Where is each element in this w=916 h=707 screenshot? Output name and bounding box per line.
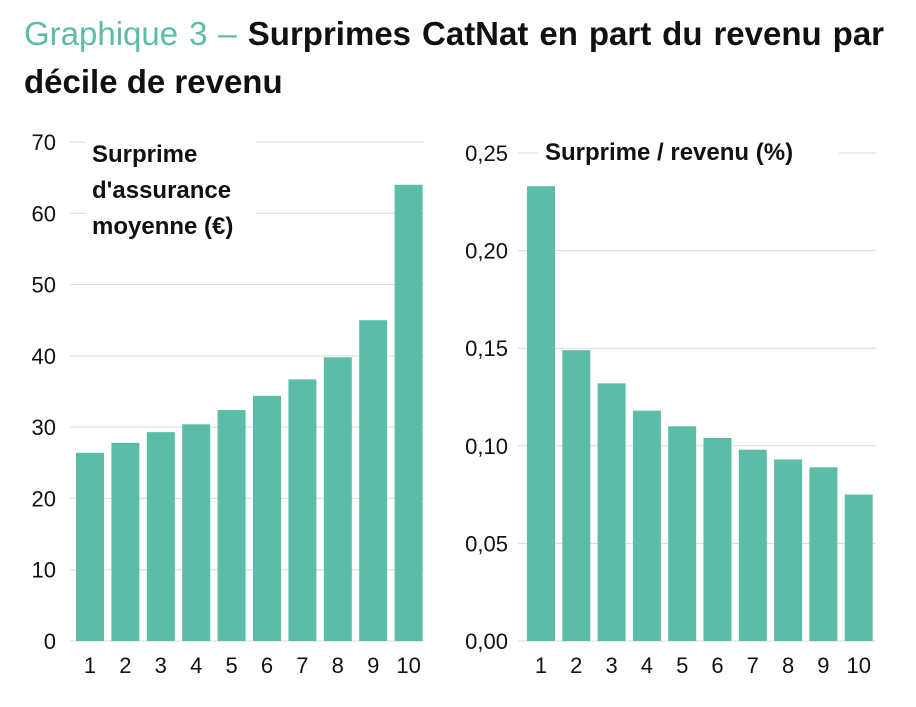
bar-decile-3: [597, 383, 626, 641]
y-tick-label: 0,15: [465, 336, 508, 361]
x-tick-label: 3: [155, 653, 167, 678]
y-tick-label: 50: [32, 273, 56, 298]
y-tick-label: 0,25: [465, 141, 508, 166]
x-tick-label: 8: [332, 653, 344, 678]
bar-decile-2: [111, 442, 140, 641]
title-main: Surprimes CatNat en part du revenu par d…: [24, 15, 885, 100]
y-tick-label: 0: [44, 629, 56, 654]
x-tick-label: 1: [535, 653, 547, 678]
bar-decile-7: [738, 449, 767, 641]
y-tick-label: 10: [32, 558, 56, 583]
x-tick-label: 4: [641, 653, 653, 678]
x-tick-label: 1: [84, 653, 96, 678]
bar-decile-4: [182, 424, 211, 641]
x-tick-label: 6: [711, 653, 723, 678]
annotation-background: [539, 134, 839, 174]
title-lead: Graphique 3 –: [24, 15, 237, 52]
x-tick-label: 5: [676, 653, 688, 678]
bar-decile-10: [844, 494, 873, 641]
y-tick-label: 0,00: [465, 629, 508, 654]
bar-decile-1: [76, 452, 104, 641]
x-tick-label: 7: [747, 653, 759, 678]
y-tick-label: 0,20: [465, 239, 508, 264]
x-tick-label: 9: [367, 653, 379, 678]
bar-decile-8: [774, 459, 803, 641]
y-tick-label: 0,10: [465, 434, 508, 459]
y-tick-label: 60: [32, 201, 56, 226]
chart-panel-2: 0,00 0,05 0,10 0,15 0,20 0,25 1 2 3 4 5 6 7 8 9 10 Surpr…: [465, 134, 876, 678]
y-tick-label: 40: [32, 344, 56, 369]
x-tick-label: 2: [570, 653, 582, 678]
bar-decile-6: [703, 437, 732, 641]
bar-decile-10: [394, 184, 423, 641]
bar-decile-2: [562, 350, 591, 641]
chart-panel-1: 0 10 20 30 40 50 60 70 1 2 3 4 5 6 7 8 9 10 Surprime d'assu…: [32, 130, 424, 678]
bar-decile-9: [809, 467, 838, 641]
y-tick-label: 70: [32, 130, 56, 155]
x-tick-label: 9: [817, 653, 829, 678]
x-tick-label: 3: [605, 653, 617, 678]
x-tick-label: 8: [782, 653, 794, 678]
bar-decile-8: [323, 357, 352, 641]
x-tick-label: 2: [119, 653, 131, 678]
x-tick-label: 5: [225, 653, 237, 678]
bar-decile-5: [217, 410, 246, 641]
y-tick-label: 30: [32, 415, 56, 440]
chart-annotation: Surprime: [92, 141, 197, 168]
bar-decile-4: [632, 410, 661, 641]
x-tick-label: 7: [296, 653, 308, 678]
bar-decile-5: [668, 426, 697, 641]
x-tick-label: 10: [846, 653, 870, 678]
bar-decile-7: [288, 379, 317, 641]
x-tick-label: 4: [190, 653, 202, 678]
annotation-background: [86, 136, 256, 248]
bar-decile-3: [146, 432, 175, 641]
bar-decile-6: [253, 395, 281, 641]
x-tick-label: 10: [396, 653, 420, 678]
chart-annotation: Surprime / revenu (%): [545, 139, 793, 166]
chart-annotation: d'assurance: [92, 177, 231, 204]
y-tick-label: 0,05: [465, 531, 508, 556]
bar-decile-9: [359, 320, 388, 641]
chart-annotation: moyenne (€): [92, 213, 233, 240]
bar-decile-1: [527, 186, 555, 641]
chart-title: Graphique 3 – Surprimes CatNat en part d…: [24, 10, 884, 106]
x-tick-label: 6: [261, 653, 273, 678]
y-tick-label: 20: [32, 486, 56, 511]
